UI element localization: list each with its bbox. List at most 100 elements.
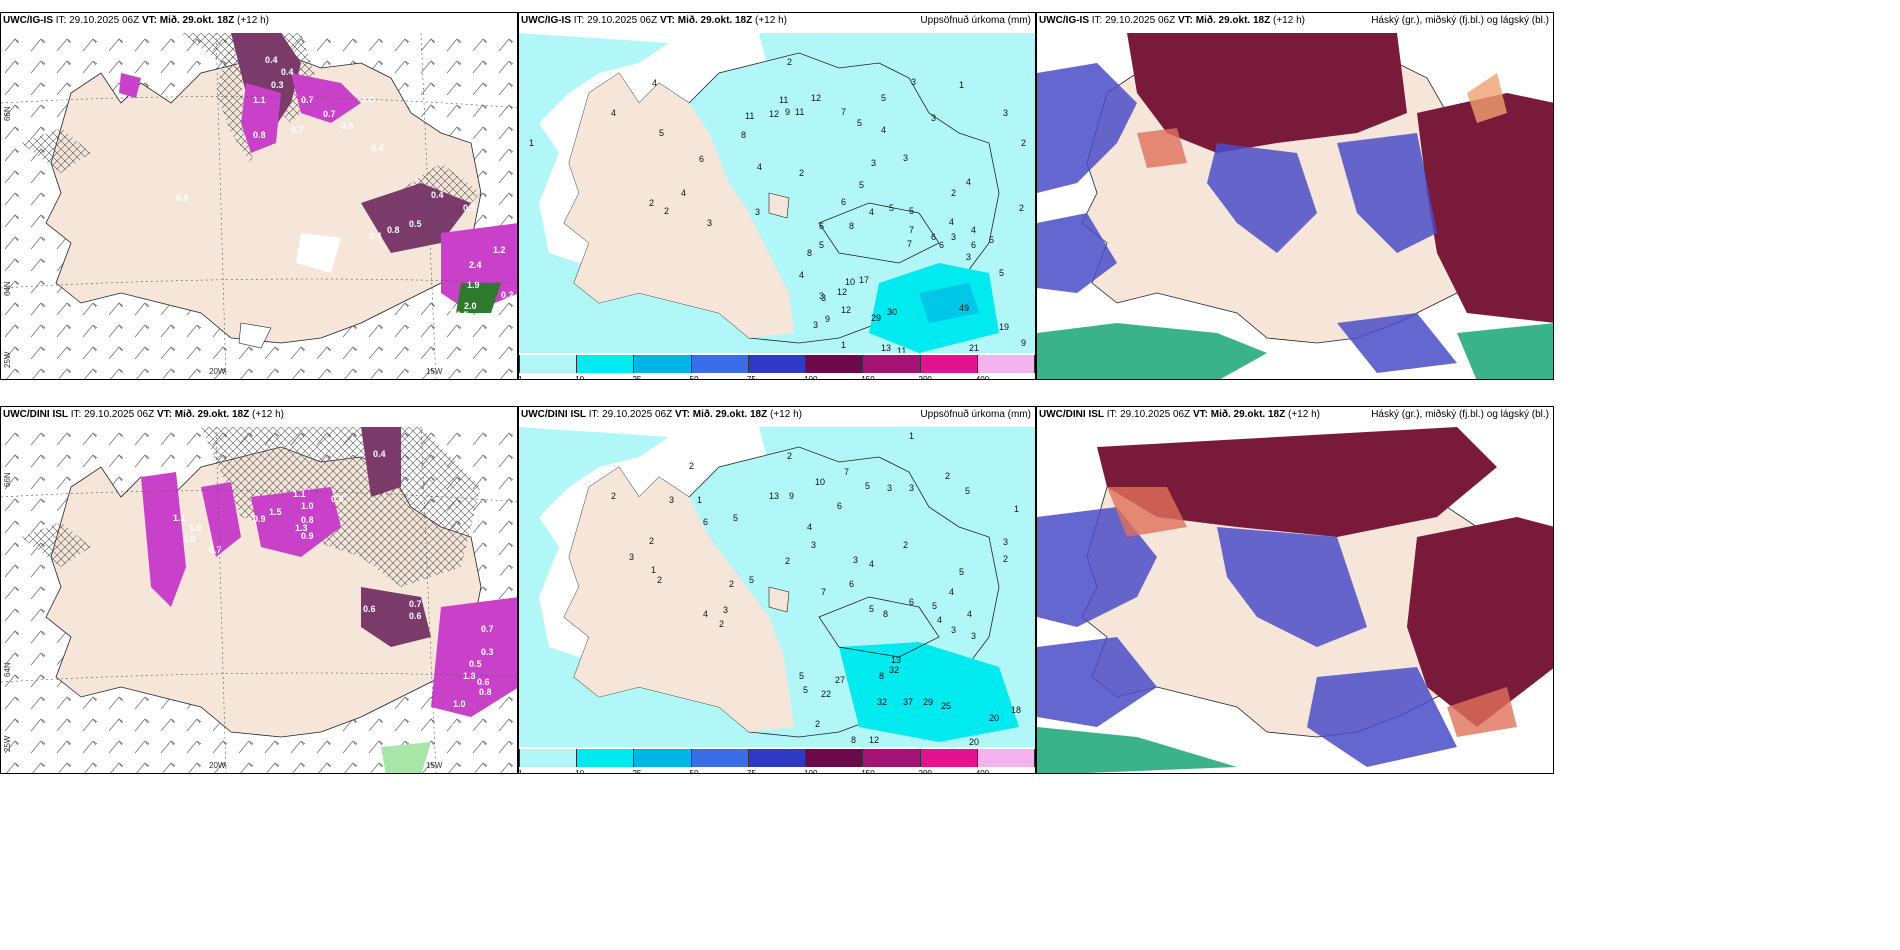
panel-precip-row1: UWC/IG-IS IT: 29.10.2025 06Z VT: Mið. 29… xyxy=(518,12,1036,380)
wind-label: 0.8 xyxy=(331,494,344,504)
svg-text:49: 49 xyxy=(959,303,969,313)
wind-label: 0.7 xyxy=(323,109,336,119)
svg-text:2: 2 xyxy=(1019,203,1024,213)
svg-text:2: 2 xyxy=(815,719,820,729)
wind-label: 1.0 xyxy=(453,699,466,709)
svg-text:13: 13 xyxy=(891,655,901,665)
svg-text:5: 5 xyxy=(799,671,804,681)
wind-label: 0.8 xyxy=(387,225,400,235)
colorbar: 1 10 25 50 75 100 150 200 400 xyxy=(519,355,1035,379)
wind-label: 1.0 xyxy=(301,501,314,511)
precip-subtitle: Uppsöfnuð úrkoma (mm) xyxy=(920,409,1031,420)
svg-text:21: 21 xyxy=(969,343,979,353)
wind-label: 1.1 xyxy=(173,513,186,523)
model-name: UWC/IG-IS xyxy=(1039,15,1089,26)
svg-text:2: 2 xyxy=(1003,554,1008,564)
svg-text:11: 11 xyxy=(897,346,906,353)
svg-text:7: 7 xyxy=(844,467,849,477)
colorbar-bin: 400 xyxy=(976,355,1035,379)
svg-text:29: 29 xyxy=(871,313,881,323)
svg-text:9: 9 xyxy=(789,491,794,501)
wind-label: 0.6 xyxy=(477,677,490,687)
svg-text:4: 4 xyxy=(652,78,657,88)
svg-text:12: 12 xyxy=(841,305,851,315)
svg-text:10: 10 xyxy=(815,477,825,487)
svg-text:2: 2 xyxy=(657,575,662,585)
svg-text:2: 2 xyxy=(1021,138,1026,148)
svg-text:2: 2 xyxy=(787,451,792,461)
lon-label: 15W xyxy=(426,761,443,770)
init-time: IT: 29.10.2025 06Z xyxy=(70,409,155,420)
wind-label: 0.5 xyxy=(409,219,422,229)
svg-text:29: 29 xyxy=(923,697,933,707)
svg-text:6: 6 xyxy=(931,232,936,242)
precip-values: 1 2 2 2 3 1 2 13 9 10 7 6 5 3 3 2 6 5 4 … xyxy=(611,431,1021,747)
svg-text:5: 5 xyxy=(859,180,864,190)
colorbar-bin: 150 xyxy=(861,355,921,379)
wind-map: 0.4 0.4 0.3 1.1 0.7 0.7 0.5 0.6 0.8 0.7 … xyxy=(1,33,517,379)
colorbar-bin: 150 xyxy=(861,749,921,773)
wind-label: 0.7 xyxy=(209,545,222,555)
colorbar-bin: 10 xyxy=(575,749,635,773)
svg-text:12: 12 xyxy=(837,287,847,297)
init-time: IT: 29.10.2025 06Z xyxy=(588,409,673,420)
svg-text:1: 1 xyxy=(529,138,534,148)
model-name: UWC/DINI ISL xyxy=(3,409,68,420)
svg-text:3: 3 xyxy=(629,552,634,562)
svg-text:12: 12 xyxy=(811,93,821,103)
svg-text:1: 1 xyxy=(959,80,964,90)
svg-text:5: 5 xyxy=(869,604,874,614)
svg-text:8: 8 xyxy=(849,221,854,231)
wind-label: 0.9 xyxy=(253,514,266,524)
cloud-map xyxy=(1037,33,1553,379)
svg-text:1: 1 xyxy=(1014,504,1019,514)
svg-text:2: 2 xyxy=(649,198,654,208)
svg-text:5: 5 xyxy=(865,481,870,491)
svg-text:3: 3 xyxy=(951,625,956,635)
wind-map: 0.4 1.1 1.0 0.7 1.5 1.0 0.8 0.9 0.9 1.1 … xyxy=(1,427,517,773)
colorbar: 1 10 25 50 75 100 150 200 400 xyxy=(519,749,1035,773)
colorbar-bin: 200 xyxy=(919,355,978,379)
svg-text:37: 37 xyxy=(903,697,913,707)
svg-text:19: 19 xyxy=(999,322,1009,332)
svg-text:4: 4 xyxy=(937,615,942,625)
colorbar-bin: 75 xyxy=(747,355,807,379)
svg-text:12: 12 xyxy=(869,735,879,745)
init-time: IT: 29.10.2025 06Z xyxy=(573,15,658,26)
colorbar-bin: 200 xyxy=(919,749,978,773)
valid-time: VT: Mið. 29.okt. 18Z xyxy=(1177,15,1271,26)
svg-text:5: 5 xyxy=(909,206,914,216)
svg-text:3: 3 xyxy=(723,605,728,615)
svg-text:1: 1 xyxy=(909,431,914,441)
wind-label: 0.6 xyxy=(409,611,422,621)
svg-text:2: 2 xyxy=(785,556,790,566)
svg-text:2: 2 xyxy=(719,619,724,629)
wind-label: 0.4 xyxy=(489,574,502,584)
lead-time: (+12 h) xyxy=(1273,15,1305,26)
svg-text:6: 6 xyxy=(849,579,854,589)
model-name: UWC/IG-IS xyxy=(3,15,53,26)
wind-label: 0.9 xyxy=(301,531,314,541)
wind-label: 0.4 xyxy=(281,67,294,77)
svg-text:22: 22 xyxy=(821,689,831,699)
svg-text:6: 6 xyxy=(841,197,846,207)
lead-time: (+12 h) xyxy=(770,409,802,420)
svg-text:1: 1 xyxy=(841,340,846,350)
svg-text:2: 2 xyxy=(664,206,669,216)
valid-time: VT: Mið. 29.okt. 18Z xyxy=(156,409,250,420)
svg-text:3: 3 xyxy=(669,495,674,505)
colorbar-bin: 10 xyxy=(575,355,635,379)
svg-text:6: 6 xyxy=(819,221,824,231)
wind-label: 0.8 xyxy=(253,130,266,140)
svg-text:6: 6 xyxy=(971,240,976,250)
wind-label: 0.6 xyxy=(363,604,376,614)
panel-title: UWC/IG-IS IT: 29.10.2025 06Z VT: Mið. 29… xyxy=(521,15,787,26)
svg-text:9: 9 xyxy=(1021,338,1026,348)
svg-text:2: 2 xyxy=(787,57,792,67)
svg-text:11: 11 xyxy=(795,107,804,117)
wind-label: 0.4 xyxy=(431,190,444,200)
lead-time: (+12 h) xyxy=(755,15,787,26)
panel-cloud-row2: UWC/DINI ISL IT: 29.10.2025 06Z VT: Mið.… xyxy=(1036,406,1554,774)
colorbar-bin: 25 xyxy=(632,355,692,379)
wind-label: 0.7 xyxy=(301,95,314,105)
